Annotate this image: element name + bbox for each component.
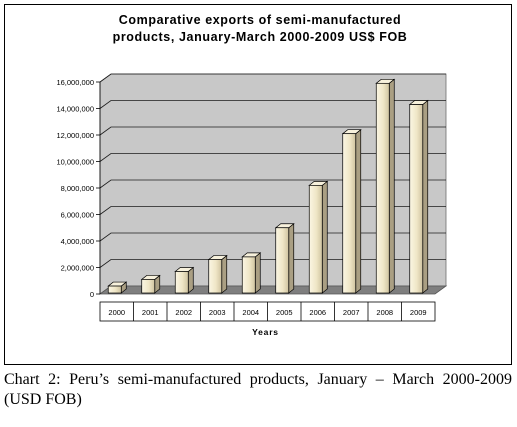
x-tick-label: 2002 — [175, 308, 192, 317]
x-tick-label: 2005 — [276, 308, 293, 317]
bar — [409, 104, 424, 294]
gridline — [99, 153, 446, 162]
gridline — [99, 73, 446, 83]
bar — [308, 185, 323, 294]
bar-side — [221, 254, 228, 294]
bar — [208, 259, 223, 294]
gridline — [99, 100, 446, 109]
x-tick-label: 2007 — [343, 308, 360, 317]
bar-side — [321, 180, 328, 294]
x-tick-label: 2006 — [309, 308, 326, 317]
bar-side — [288, 223, 295, 294]
figure-caption: Chart 2: Peru’s semi-manufactured produc… — [4, 371, 512, 408]
bar-side — [355, 128, 362, 294]
x-tick-label: 2009 — [410, 308, 427, 317]
y-tick-label: 2,000,000 — [61, 264, 94, 273]
x-tick-label: 2004 — [242, 308, 259, 317]
bar — [342, 133, 357, 294]
chart-title-line-2: products, January-March 2000-2009 US$ FO… — [112, 30, 408, 44]
x-axis-title: Years — [252, 327, 279, 337]
y-tick-label: 0 — [90, 290, 94, 299]
bar — [107, 285, 122, 294]
x-tick-label: 2008 — [376, 308, 393, 317]
bar — [241, 256, 256, 294]
bar — [174, 271, 189, 294]
bar — [375, 82, 390, 294]
y-tick-label: 4,000,000 — [61, 237, 94, 246]
gridline — [99, 179, 446, 189]
bar-side — [388, 78, 395, 294]
y-tick-label: 10,000,000 — [56, 158, 94, 167]
gridline — [99, 232, 446, 242]
y-tick-label: 16,000,000 — [56, 78, 94, 87]
y-tick-label: 12,000,000 — [56, 131, 94, 140]
bar — [275, 227, 290, 294]
y-tick-label: 8,000,000 — [61, 184, 94, 193]
gridline — [99, 126, 446, 136]
chart-title-line-1: Comparative exports of semi-manufactured — [118, 13, 402, 27]
bar-side — [422, 99, 429, 294]
x-tick-label: 2000 — [108, 308, 125, 317]
y-tick-label: 14,000,000 — [56, 105, 94, 114]
gridline — [99, 206, 446, 215]
y-tick-label: 6,000,000 — [61, 211, 94, 220]
gridline — [99, 259, 446, 268]
bar-side — [254, 252, 261, 294]
x-tick-label: 2001 — [142, 308, 159, 317]
x-tick-label: 2003 — [209, 308, 226, 317]
bar — [141, 279, 156, 294]
chart-title: Comparative exports of semi-manufactured… — [60, 12, 460, 46]
